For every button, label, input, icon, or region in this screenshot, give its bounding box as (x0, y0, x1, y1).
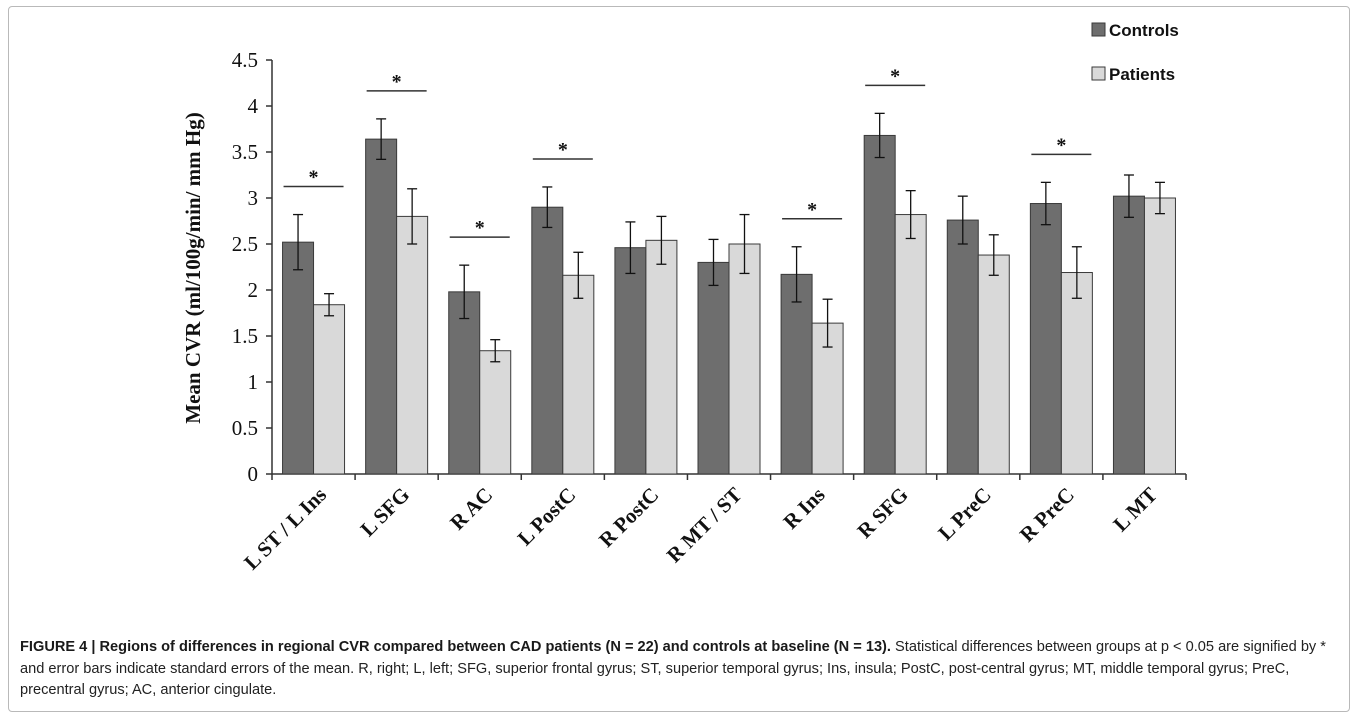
x-category-label: R Ins (778, 483, 829, 534)
caption-body: Statistical differences between groups a… (20, 639, 1326, 698)
y-tick-label: 0 (248, 462, 259, 486)
y-tick-label: 4.5 (232, 48, 258, 72)
x-category-label: R PostC (594, 483, 663, 552)
error-bars (293, 112, 1165, 363)
patients-bar (396, 215, 429, 475)
y-tick-label: 3 (248, 186, 259, 210)
controls-bar (614, 247, 647, 475)
y-tick-label: 0.5 (232, 416, 258, 440)
patients-bar (479, 350, 512, 475)
legend-label: Controls (1109, 21, 1179, 40)
y-tick-label: 4 (248, 94, 259, 118)
significance-star: * (558, 139, 568, 161)
x-category-label: R AC (445, 483, 497, 535)
x-category-label: R PreC (1015, 483, 1079, 547)
figure-frame (8, 6, 1350, 712)
legend-swatch (1091, 22, 1106, 37)
y-axis-title: Mean CVR (ml/100g/min/ mm Hg) (181, 112, 205, 423)
significance-star: * (890, 65, 900, 87)
patients-bar (1143, 197, 1176, 475)
x-category-label: L PreC (933, 483, 995, 545)
y-tick-label: 1.5 (232, 324, 258, 348)
significance-star: * (807, 199, 817, 221)
patients-bar (313, 304, 346, 475)
controls-bar (365, 138, 398, 475)
significance-star: * (475, 217, 485, 239)
legend-swatch (1091, 66, 1106, 81)
figure-caption: FIGURE 4 | Regions of differences in reg… (20, 637, 1345, 702)
y-tick-label: 1 (248, 370, 259, 394)
y-ticks: 0 0.5 1 1.5 2 2.5 3 3.5 4 4.5 (232, 48, 272, 486)
y-tick-label: 3.5 (232, 140, 258, 164)
significance-star: * (392, 71, 402, 93)
y-tick-label: 2.5 (232, 232, 258, 256)
controls-bar (946, 219, 979, 475)
bars (282, 134, 1176, 475)
significance-star: * (1056, 134, 1066, 156)
x-category-label: L SFG (356, 483, 415, 542)
patients-bar (894, 214, 927, 475)
controls-bar (780, 273, 813, 475)
significance-star: * (309, 167, 319, 189)
significance-markers: * * * * * * * (283, 65, 1092, 239)
patients-bar (728, 243, 761, 475)
patients-bar (977, 254, 1010, 475)
x-category-label: R SFG (852, 483, 912, 543)
patients-bar (1060, 272, 1093, 475)
caption-title: FIGURE 4 | Regions of differences in reg… (20, 639, 891, 655)
x-category-label: L PostC (513, 483, 581, 551)
legend: Controls Patients (1091, 21, 1179, 84)
patients-bar (562, 274, 595, 475)
controls-bar (282, 241, 315, 475)
y-tick-label: 2 (248, 278, 259, 302)
x-category-label: L MT (1108, 483, 1162, 537)
x-category-label: L ST / L Ins (239, 483, 331, 575)
controls-bar (1029, 203, 1062, 475)
controls-bar (863, 134, 896, 475)
patients-bar (645, 239, 678, 475)
controls-bar (531, 206, 564, 475)
x-category-label: R MT / ST (662, 483, 747, 568)
bar-chart: Mean CVR (ml/100g/min/ mm Hg) 0 0.5 1 1.5 2 2… (181, 21, 1187, 575)
controls-bar (697, 261, 730, 475)
controls-bar (1112, 195, 1145, 475)
legend-label: Patients (1109, 65, 1175, 84)
